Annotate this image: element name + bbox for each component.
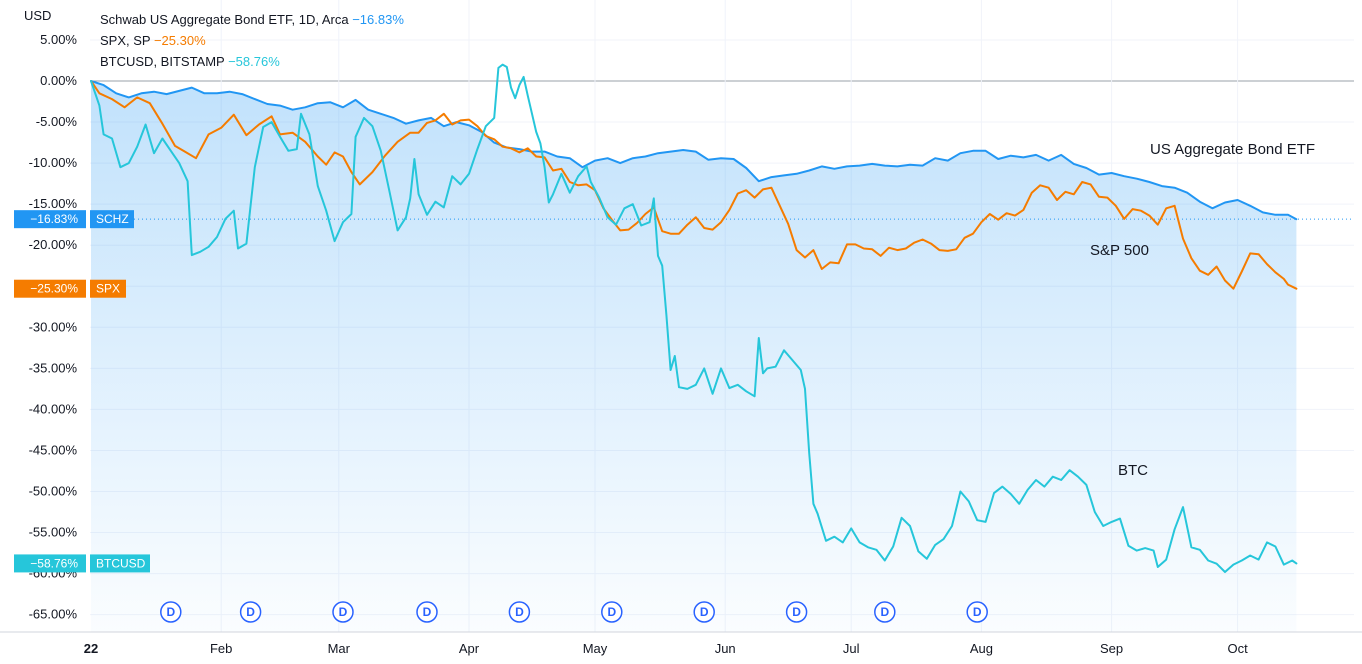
y-unit-label: USD	[24, 8, 51, 23]
schz-annotation: US Aggregate Bond ETF	[1150, 141, 1315, 158]
legend-entry: Schwab US Aggregate Bond ETF, 1D, Arca −…	[100, 12, 404, 27]
dividend-marker-letter: D	[246, 605, 255, 619]
legend: Schwab US Aggregate Bond ETF, 1D, Arca −…	[100, 12, 404, 69]
x-tick-label: Feb	[210, 641, 232, 656]
dividend-marker	[966, 601, 988, 623]
legend-entry-value: −58.76%	[228, 54, 280, 69]
btc-value-tag: −58.76%	[30, 556, 78, 570]
dividend-marker-letter: D	[792, 605, 801, 619]
dividend-marker-letter: D	[423, 605, 432, 619]
btc-line	[90, 63, 1298, 573]
y-tick-label: -40.00%	[29, 401, 78, 416]
dividend-marker	[785, 601, 808, 623]
dividend-marker	[874, 601, 896, 623]
legend-entry-name: Schwab US Aggregate Bond ETF, 1D, Arca	[100, 12, 352, 27]
dividend-marker-letter: D	[973, 605, 982, 619]
spx-value-tag-bg	[14, 279, 86, 298]
spx-symbol-tag: SPX	[96, 282, 120, 296]
y-tick-label: -20.00%	[29, 237, 78, 252]
spx-line	[90, 80, 1298, 290]
btc-symbol-tag-bg	[90, 554, 150, 573]
x-tick-label: May	[583, 641, 608, 656]
legend-entry-name: BTCUSD, BITSTAMP	[100, 54, 228, 69]
btc-symbol-tag: BTCUSD	[96, 556, 146, 570]
x-tick-label: Jul	[843, 641, 860, 656]
dividend-marker-letter: D	[166, 605, 175, 619]
x-tick-label: Jun	[715, 641, 736, 656]
y-tick-label: -10.00%	[29, 155, 78, 170]
x-tick-label: Oct	[1227, 641, 1248, 656]
y-tick-label: -5.00%	[36, 114, 78, 129]
x-tick-label: Apr	[459, 641, 480, 656]
dividend-marker	[416, 601, 438, 623]
dividend-marker	[160, 601, 182, 623]
dividend-marker-letter: D	[339, 605, 348, 619]
y-tick-label: -65.00%	[29, 607, 78, 622]
schz-symbol-tag-bg	[90, 210, 134, 229]
btc-annotation: BTC	[1118, 462, 1148, 479]
legend-entry-value: −16.83%	[352, 12, 404, 27]
y-tick-label: -15.00%	[29, 196, 78, 211]
legend-entry-name: SPX, SP	[100, 33, 154, 48]
y-tick-label: -45.00%	[29, 442, 78, 457]
dividend-marker	[508, 601, 531, 623]
y-axis: 5.00%0.00%-5.00%-10.00%-15.00%-20.00%-25…	[24, 8, 77, 622]
y-tick-label: -55.00%	[29, 525, 78, 540]
btc-value-tag-bg	[14, 554, 86, 573]
spx-value-tag: −25.30%	[30, 282, 78, 296]
legend-entry: SPX, SP −25.30%	[100, 33, 206, 48]
x-axis: 22 Feb Mar Apr May Jun Jul Aug Sep Oct	[0, 631, 1362, 656]
schz-symbol-tag: SCHZ	[96, 212, 129, 226]
schz-line	[90, 80, 1298, 221]
schz-value-tag: −16.83%	[30, 212, 78, 226]
dividend-marker	[693, 601, 715, 623]
dividend-marker-letter: D	[880, 605, 889, 619]
x-tick-label: Sep	[1100, 641, 1123, 656]
spx-symbol-tag-bg	[90, 279, 126, 298]
y-tick-label: 0.00%	[40, 73, 77, 88]
y-tick-label: -30.00%	[29, 319, 78, 334]
spx-annotation: S&P 500	[1090, 242, 1149, 259]
dividend-marker	[239, 601, 262, 623]
y-tick-label: -35.00%	[29, 360, 78, 375]
x-tick-label: 22	[84, 641, 98, 656]
legend-entry-value: −25.30%	[154, 33, 206, 48]
series-lines	[90, 63, 1298, 573]
dividend-marker-letter: D	[515, 605, 524, 619]
dividend-marker	[601, 601, 623, 623]
x-tick-label: Mar	[328, 641, 351, 656]
series-annotations: US Aggregate Bond ETF S&P 500 BTC	[1090, 141, 1315, 479]
schz-value-tag-bg	[14, 210, 86, 229]
dividend-marker-letter: D	[607, 605, 616, 619]
y-tick-label: 5.00%	[40, 32, 77, 47]
dividend-marker-letter: D	[700, 605, 709, 619]
legend-entry: BTCUSD, BITSTAMP −58.76%	[100, 54, 280, 69]
y-tick-label: -50.00%	[29, 484, 78, 499]
price-tags: −16.83% SCHZ −25.30% SPX −58.76% BTCUSD	[14, 210, 150, 573]
dividend-marker	[332, 601, 354, 623]
x-tick-label: Aug	[970, 641, 993, 656]
